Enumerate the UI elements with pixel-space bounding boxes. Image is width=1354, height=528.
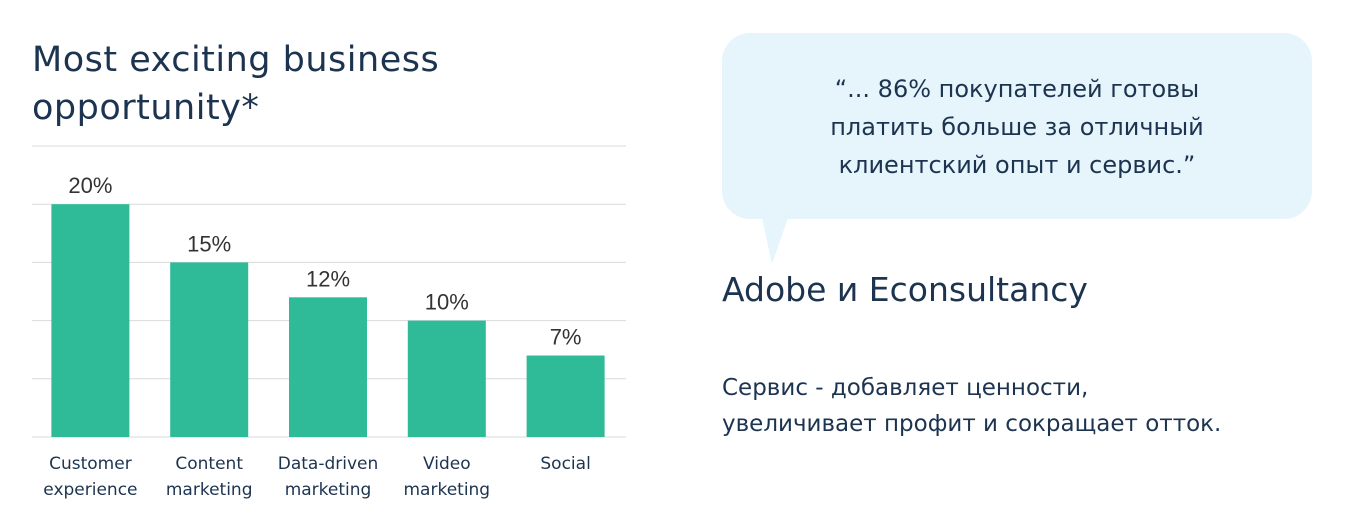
bar-value-label: 12% — [306, 266, 350, 291]
bar-value-label: 7% — [550, 325, 582, 350]
summary-line: Сервис - добавляет ценности, — [722, 375, 1089, 401]
quote-source: Adobe и Econsultancy — [722, 270, 1088, 309]
bar — [170, 262, 249, 437]
chart-title: Most exciting business opportunity* — [32, 40, 440, 128]
category-label: Content — [175, 454, 243, 474]
category-label: Social — [540, 454, 590, 474]
category-label: marketing — [166, 480, 253, 500]
quote-line: “... 86% покупателей готовы — [834, 75, 1200, 103]
quote-line: платить больше за отличный — [830, 113, 1204, 141]
category-label: marketing — [285, 480, 372, 500]
quote-bubble — [722, 33, 1312, 219]
category-label: Customer — [49, 454, 132, 474]
category-label: Data-driven — [278, 454, 379, 474]
quote-line: клиентский опыт и сервис.” — [838, 151, 1196, 179]
category-label: Video — [423, 454, 471, 474]
bar-value-label: 15% — [187, 231, 231, 256]
quote-text: “... 86% покупателей готовы платить боль… — [722, 70, 1312, 184]
bar — [51, 204, 130, 437]
category-label: experience — [43, 480, 137, 500]
summary-line: увеличивает профит и сокращает отток. — [722, 411, 1222, 437]
bar — [407, 320, 486, 437]
quote-bubble-tail — [762, 218, 788, 264]
bar-chart: 20% Customer experience 15% Content marketing… — [32, 145, 626, 500]
bar-value-label: 20% — [68, 173, 112, 198]
bar-value-label: 10% — [425, 290, 469, 315]
summary-text: Сервис - добавляет ценности, увеличивает… — [722, 370, 1342, 442]
category-label: marketing — [403, 480, 490, 500]
bar — [289, 297, 367, 437]
bar — [526, 355, 605, 437]
